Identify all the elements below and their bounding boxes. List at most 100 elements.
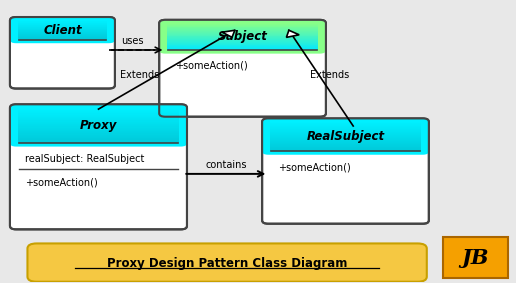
Bar [18,22,107,23]
Bar [167,46,318,47]
Bar [167,48,318,49]
Bar [270,136,421,138]
Bar [167,36,318,37]
Bar [167,49,318,50]
Bar [18,31,107,32]
Bar [167,26,318,27]
Text: Client: Client [43,23,82,37]
Bar [167,24,318,25]
Bar [18,113,179,115]
Bar [18,117,179,118]
Bar [18,134,179,135]
Bar [18,36,107,37]
Bar [167,41,318,42]
Bar [18,142,179,143]
Bar [18,124,179,125]
Bar [18,20,107,21]
Bar [18,29,107,30]
Bar [18,28,107,29]
Bar [18,139,179,141]
Bar [18,32,107,33]
Bar [18,138,179,140]
Text: +someAction(): +someAction() [25,178,98,188]
Bar [167,37,318,38]
Bar [18,29,107,30]
Bar [18,20,107,21]
Bar [18,126,179,128]
Bar [167,37,318,50]
Bar [18,39,107,40]
FancyBboxPatch shape [27,243,427,282]
Bar [270,129,421,131]
Bar [18,112,179,113]
Bar [18,35,107,36]
Bar [167,30,318,31]
Bar [18,116,179,117]
Bar [18,36,107,37]
Bar [18,137,179,138]
Bar [270,123,421,125]
Bar [270,149,421,150]
Bar [270,135,421,137]
Bar [270,147,421,148]
Polygon shape [222,30,235,37]
Bar [270,148,421,149]
Bar [18,141,179,142]
Bar [18,138,179,140]
Bar [167,25,318,26]
Bar [18,123,179,124]
Bar [270,146,421,147]
Bar [18,122,179,123]
Bar [18,126,179,128]
Bar [18,23,107,24]
Bar [167,26,318,27]
Bar [18,112,179,113]
Bar [270,132,421,134]
Bar [270,123,421,124]
Bar [167,23,318,24]
FancyBboxPatch shape [10,17,115,89]
Bar [18,137,179,138]
Bar [18,110,179,111]
FancyBboxPatch shape [443,237,508,278]
Bar [167,35,318,36]
Bar [18,129,179,130]
Bar [167,32,318,33]
Bar [18,117,179,118]
Bar [18,135,179,136]
FancyBboxPatch shape [10,104,187,229]
Bar [167,34,318,35]
Bar [270,127,421,128]
Bar [18,108,179,109]
Text: uses: uses [121,36,143,46]
Bar [270,138,421,140]
Bar [167,39,318,40]
Bar [18,33,107,34]
Bar [18,28,107,29]
Bar [270,128,421,130]
Bar [167,31,318,32]
Bar [18,38,107,39]
Bar [167,28,318,29]
Bar [18,115,179,116]
Bar [18,136,179,137]
Bar [167,44,318,46]
Bar [270,140,421,142]
Bar [270,146,421,147]
Bar [167,38,318,39]
Bar [270,134,421,136]
Bar [18,35,107,36]
Bar [18,26,107,27]
Bar [18,118,179,119]
Bar [18,119,179,121]
Bar [167,27,318,29]
Bar [167,42,318,43]
Bar [167,28,318,29]
Bar [270,125,421,126]
Text: Proxy: Proxy [80,119,117,132]
Bar [270,148,421,149]
Bar [167,33,318,34]
Bar [18,115,179,116]
Bar [18,131,179,132]
Bar [167,23,318,24]
